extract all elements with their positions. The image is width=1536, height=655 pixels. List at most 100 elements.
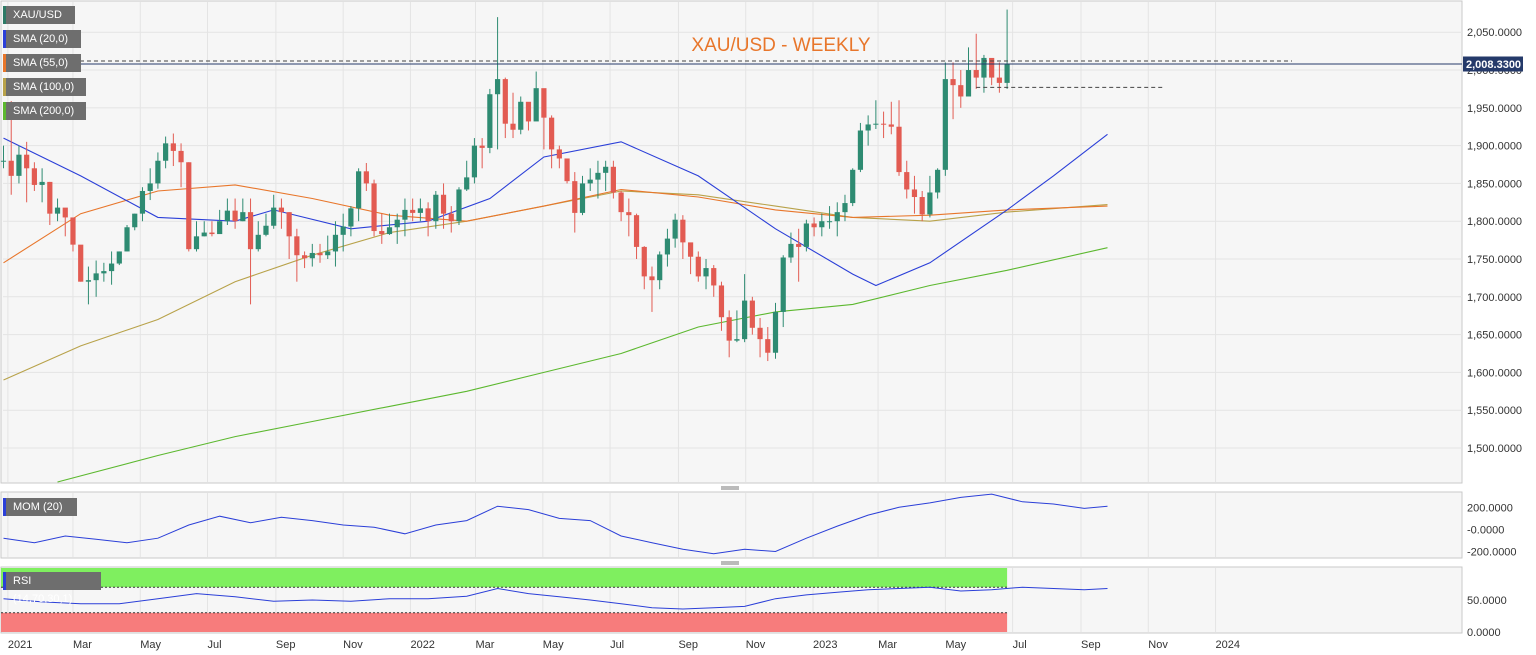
candle-body (247, 212, 254, 250)
candle-body (826, 221, 833, 223)
panel-resize-handles[interactable] (721, 486, 739, 565)
candle-down (626, 198, 632, 237)
y-tick-label: 1,750.0000 (1467, 254, 1522, 266)
legend-swatch (3, 30, 6, 48)
legend-item-sma20[interactable]: SMA (20,0) (3, 30, 81, 48)
sma-lines (3, 133, 1108, 483)
candle-up (587, 168, 593, 191)
candle-up (16, 145, 22, 184)
candle-up (348, 206, 354, 237)
candle-body (494, 79, 501, 95)
candle-body (672, 219, 678, 239)
candle-down (989, 57, 995, 86)
candle-body (85, 280, 92, 282)
candle-body (240, 212, 246, 222)
legend-label: SMA (20,0) (13, 33, 69, 45)
candle-up (819, 213, 825, 237)
candle-body (309, 252, 315, 259)
time-axis: 2021 Mar May Jul Sep Nov 2022 Mar May Jul Sep Nov 20… (8, 639, 1240, 651)
candle-up (734, 310, 740, 343)
candle-body (217, 221, 223, 235)
legend-item-sma55[interactable]: SMA (55,0) (3, 54, 81, 72)
candle-up (865, 115, 871, 146)
legend-label: RSI (14,70,30,1) (13, 575, 73, 605)
candle-up (657, 251, 663, 290)
candle-body (564, 158, 570, 182)
resize-handle-rsi[interactable] (721, 561, 739, 565)
candlestick-series (0, 9, 1010, 362)
candle-down (749, 296, 755, 335)
candle-up (850, 168, 856, 207)
legend-item-sma100[interactable]: SMA (100,0) (3, 78, 86, 96)
momentum-panel (0, 491, 1463, 559)
candle-body (865, 124, 871, 131)
resize-handle-momentum[interactable] (721, 486, 739, 490)
legend-item-xauusd[interactable]: XAU/USD (3, 6, 75, 24)
candle-body (819, 221, 825, 228)
candle-down (24, 141, 30, 203)
y-tick-label: 2,050.0000 (1467, 27, 1522, 39)
candle-body (989, 57, 995, 78)
legend-swatch (3, 6, 6, 24)
candle-down (888, 101, 894, 135)
candle-body (93, 273, 99, 281)
candle-body (633, 215, 640, 247)
y-tick-label: 1,500.0000 (1467, 443, 1522, 455)
candle-down (371, 179, 377, 237)
candle-body (579, 183, 586, 213)
candle-body (394, 219, 400, 228)
candle-body (502, 79, 508, 124)
x-tick-label: 2023 (813, 639, 837, 651)
candle-up (356, 168, 362, 222)
candle-down (70, 217, 76, 252)
candle-up (494, 17, 501, 150)
candle-body (410, 209, 416, 213)
candle-body (556, 149, 562, 159)
x-tick-label: Mar (878, 639, 897, 651)
candle-body (695, 256, 701, 277)
candle-body (649, 276, 655, 281)
momentum-line (3, 493, 1108, 555)
candle-body (170, 143, 176, 151)
candle-up (325, 235, 331, 260)
candle-down (556, 145, 562, 169)
legend-item-rsi[interactable]: RSI (14,70,30,1) (3, 572, 101, 605)
candle-body (0, 160, 7, 162)
candle-body (788, 243, 794, 258)
candle-body (116, 251, 122, 264)
mom-tick-label: -0.0000 (1467, 524, 1504, 536)
candle-up (340, 213, 346, 252)
level-lines (3, 60, 1462, 88)
candle-body (973, 70, 979, 78)
candle-body (734, 339, 740, 341)
y-tick-label: 1,950.0000 (1467, 103, 1522, 115)
candle-up (788, 232, 794, 263)
legend-swatch (3, 102, 6, 120)
candle-body (518, 101, 524, 130)
y-tick-label: 1,800.0000 (1467, 216, 1522, 228)
legend-item-momentum[interactable]: MOM (20) (3, 498, 77, 516)
candle-down (757, 317, 763, 358)
x-tick-label: Mar (476, 639, 495, 651)
legend-item-sma200[interactable]: SMA (200,0) (3, 102, 86, 120)
candle-body (803, 223, 809, 247)
candle-body (935, 169, 941, 193)
candle-down (425, 202, 431, 237)
candle-up (224, 198, 230, 225)
legend-label: XAU/USD (13, 9, 62, 21)
candle-down (47, 181, 53, 225)
sma-20-line (3, 133, 1108, 287)
candle-body (834, 212, 840, 222)
candle-body (703, 268, 709, 277)
candle-body (16, 154, 22, 176)
candle-body (726, 317, 732, 341)
candle-body (70, 217, 76, 245)
candle-body (39, 181, 45, 185)
candle-up (201, 221, 207, 237)
legend-swatch (3, 572, 6, 590)
candle-up (664, 228, 671, 267)
candle-body (610, 166, 616, 193)
candle-down (911, 175, 918, 214)
y-tick-label: 1,900.0000 (1467, 141, 1522, 153)
